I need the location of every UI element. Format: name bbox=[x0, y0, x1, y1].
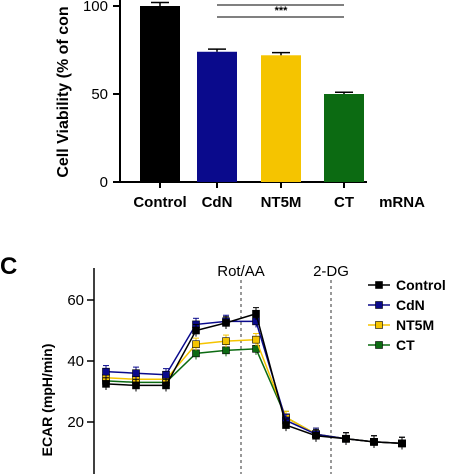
line-chart-panel: C 20 40 60 ECAR (mpH/min) Rot/AA 2-DG Control Cd… bbox=[0, 253, 446, 474]
data-point-control bbox=[370, 438, 378, 446]
x-tick-label: Control bbox=[133, 194, 186, 211]
series-line-nt5m bbox=[105, 338, 403, 445]
data-point-control bbox=[398, 439, 406, 448]
data-point-ct bbox=[222, 346, 230, 355]
data-point-control bbox=[102, 380, 110, 388]
legend-marker bbox=[375, 301, 383, 309]
data-point-nt5m bbox=[252, 335, 260, 344]
injection-label: Rot/AA bbox=[217, 263, 265, 280]
x-tick-label: CT bbox=[334, 194, 354, 211]
y-tick-label: 20 bbox=[67, 414, 84, 431]
panel-label: C bbox=[0, 253, 17, 280]
injection-label: 2-DG bbox=[313, 263, 349, 280]
legend-marker bbox=[375, 321, 383, 329]
legend-marker bbox=[375, 341, 383, 349]
significance-label: *** bbox=[275, 5, 289, 17]
series-line-ct bbox=[105, 348, 403, 445]
y-tick-label: 40 bbox=[67, 353, 84, 370]
data-point-control bbox=[282, 421, 290, 429]
data-point-control bbox=[222, 319, 230, 327]
data-point-control bbox=[312, 431, 320, 440]
data-point-control bbox=[192, 326, 200, 335]
bar-control bbox=[140, 6, 180, 182]
y-axis-title: ECAR (mpH/min) bbox=[39, 344, 55, 457]
data-point-control bbox=[162, 381, 170, 390]
data-point-cdn bbox=[162, 370, 170, 379]
data-point-control bbox=[252, 309, 260, 318]
significance-label: *** bbox=[275, 0, 289, 6]
legend-label: NT5M bbox=[396, 317, 434, 333]
y-axis-title: Cell Viability (% of con bbox=[55, 6, 72, 177]
y-tick-label: 60 bbox=[67, 292, 84, 309]
data-point-cdn bbox=[132, 369, 140, 378]
data-point-cdn bbox=[102, 367, 110, 376]
data-point-control bbox=[132, 381, 140, 390]
legend-marker bbox=[375, 281, 383, 289]
data-point-nt5m bbox=[222, 337, 230, 345]
legend-label: CdN bbox=[396, 297, 425, 313]
bar-nt5m bbox=[261, 55, 301, 182]
x-tick-label: NT5M bbox=[261, 194, 302, 211]
data-point-nt5m bbox=[192, 340, 200, 349]
y-tick-label: 100 bbox=[83, 0, 108, 15]
y-tick-label: 50 bbox=[91, 86, 108, 103]
data-point-ct bbox=[192, 349, 200, 358]
y-tick-label: 0 bbox=[100, 174, 108, 191]
data-point-control bbox=[342, 434, 350, 443]
bar-chart-panel: 0 50 100 Control CdN NT5M CT mRNA Cell Viability… bbox=[55, 0, 425, 211]
x-axis-title: mRNA bbox=[379, 194, 425, 211]
bar-ct bbox=[324, 94, 364, 182]
bar-cdn bbox=[197, 51, 237, 183]
legend-label: CT bbox=[396, 337, 415, 353]
x-tick-label: CdN bbox=[202, 194, 233, 211]
legend-label: Control bbox=[396, 277, 446, 293]
